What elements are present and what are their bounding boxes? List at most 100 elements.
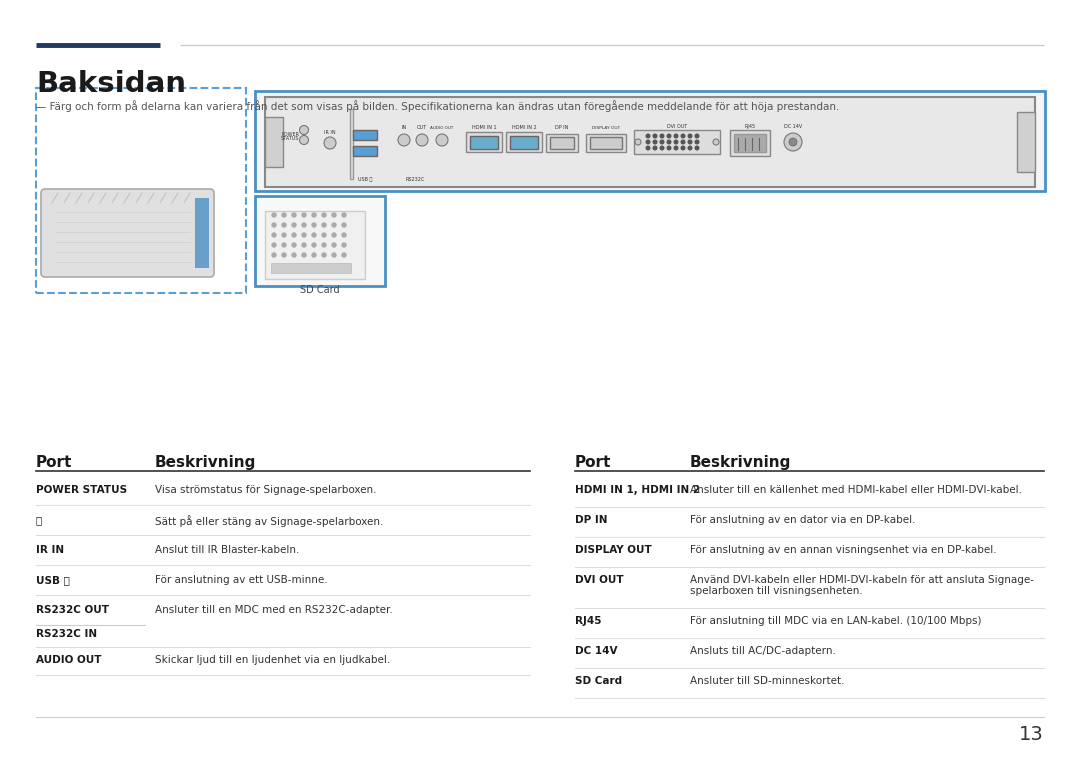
Circle shape <box>272 213 276 217</box>
Circle shape <box>302 223 306 227</box>
Text: Ansluter till en källenhet med HDMI-kabel eller HDMI-DVI-kabel.: Ansluter till en källenhet med HDMI-kabe… <box>690 485 1022 495</box>
Circle shape <box>332 213 336 217</box>
Circle shape <box>282 243 286 247</box>
Text: Visa strömstatus för Signage-spelarboxen.: Visa strömstatus för Signage-spelarboxen… <box>156 485 377 495</box>
Text: För anslutning av en annan visningsenhet via en DP-kabel.: För anslutning av en annan visningsenhet… <box>690 545 997 555</box>
Text: HDMI IN 1, HDMI IN 2: HDMI IN 1, HDMI IN 2 <box>575 485 700 495</box>
Circle shape <box>299 125 309 134</box>
Bar <box>195 198 210 268</box>
Text: DP IN: DP IN <box>575 515 607 525</box>
Text: OUT: OUT <box>417 125 427 130</box>
Circle shape <box>416 134 428 146</box>
Circle shape <box>312 243 316 247</box>
Bar <box>265 117 283 167</box>
Text: RS232C OUT: RS232C OUT <box>36 605 109 615</box>
Circle shape <box>660 146 664 150</box>
Text: Baksidan: Baksidan <box>36 70 186 98</box>
Circle shape <box>713 139 719 145</box>
Text: Skickar ljud till en ljudenhet via en ljudkabel.: Skickar ljud till en ljudenhet via en lj… <box>156 655 390 665</box>
Text: — Färg och form på delarna kan variera från det som visas på bilden. Specifikati: — Färg och form på delarna kan variera f… <box>36 100 839 112</box>
Circle shape <box>667 140 671 143</box>
Bar <box>510 136 538 149</box>
Text: ⏻: ⏻ <box>36 515 42 525</box>
Text: DVI OUT: DVI OUT <box>666 124 687 129</box>
Text: Sätt på eller stäng av Signage-spelarboxen.: Sätt på eller stäng av Signage-spelarbox… <box>156 515 383 527</box>
Circle shape <box>322 253 326 257</box>
Bar <box>271 263 351 273</box>
Text: USB ⭘: USB ⭘ <box>357 177 373 182</box>
Bar <box>265 97 1035 187</box>
Bar <box>590 137 622 149</box>
Bar <box>1017 112 1035 172</box>
Text: POWER STATUS: POWER STATUS <box>36 485 127 495</box>
Text: RS232C: RS232C <box>405 177 424 182</box>
Bar <box>255 196 384 286</box>
Text: POWER: POWER <box>281 131 299 137</box>
Circle shape <box>646 146 650 150</box>
Bar <box>586 134 626 152</box>
Circle shape <box>660 134 664 138</box>
Bar <box>470 136 498 149</box>
Text: RJ45: RJ45 <box>575 616 602 626</box>
Circle shape <box>322 233 326 237</box>
Text: AUDIO OUT: AUDIO OUT <box>430 126 454 130</box>
Circle shape <box>646 140 650 143</box>
Bar <box>507 132 542 152</box>
Bar <box>36 88 246 293</box>
Text: HDMI IN 1: HDMI IN 1 <box>472 125 497 130</box>
Circle shape <box>674 146 678 150</box>
Circle shape <box>342 213 346 217</box>
Circle shape <box>342 223 346 227</box>
Text: STATUS: STATUS <box>281 137 299 141</box>
Circle shape <box>696 146 699 150</box>
Circle shape <box>342 233 346 237</box>
Bar <box>353 130 377 140</box>
Circle shape <box>292 243 296 247</box>
Circle shape <box>282 253 286 257</box>
Text: IN: IN <box>402 125 407 130</box>
Circle shape <box>688 146 692 150</box>
Text: Anslut till IR Blaster-kabeln.: Anslut till IR Blaster-kabeln. <box>156 545 299 555</box>
Text: Ansluts till AC/DC-adaptern.: Ansluts till AC/DC-adaptern. <box>690 646 836 656</box>
Circle shape <box>674 134 678 138</box>
Bar <box>350 109 353 179</box>
Circle shape <box>660 140 664 143</box>
Text: DVI OUT: DVI OUT <box>575 575 623 585</box>
Circle shape <box>272 233 276 237</box>
Text: IR IN: IR IN <box>324 130 336 134</box>
Circle shape <box>322 223 326 227</box>
Circle shape <box>789 138 797 146</box>
Circle shape <box>272 253 276 257</box>
Circle shape <box>674 140 678 143</box>
Circle shape <box>681 140 685 143</box>
Text: Port: Port <box>36 455 72 470</box>
Bar <box>546 134 578 152</box>
Circle shape <box>784 133 802 151</box>
Bar <box>265 211 365 279</box>
Text: DISPLAY OUT: DISPLAY OUT <box>592 126 620 130</box>
Circle shape <box>282 223 286 227</box>
Circle shape <box>302 253 306 257</box>
Text: USB ⭘: USB ⭘ <box>36 575 70 585</box>
Circle shape <box>653 146 657 150</box>
Text: HDMI IN 2: HDMI IN 2 <box>512 125 537 130</box>
Circle shape <box>292 233 296 237</box>
Circle shape <box>681 134 685 138</box>
Text: AUDIO OUT: AUDIO OUT <box>36 655 102 665</box>
Circle shape <box>272 223 276 227</box>
Circle shape <box>302 243 306 247</box>
Bar <box>550 137 573 149</box>
Circle shape <box>646 134 650 138</box>
Circle shape <box>302 213 306 217</box>
Circle shape <box>653 140 657 143</box>
FancyBboxPatch shape <box>41 189 214 277</box>
Circle shape <box>312 253 316 257</box>
Text: Port: Port <box>575 455 611 470</box>
Circle shape <box>332 243 336 247</box>
Text: Ansluter till en MDC med en RS232C-adapter.: Ansluter till en MDC med en RS232C-adapt… <box>156 605 393 615</box>
Circle shape <box>322 243 326 247</box>
Circle shape <box>282 213 286 217</box>
Bar <box>634 130 720 154</box>
Text: Ansluter till SD-minneskortet.: Ansluter till SD-minneskortet. <box>690 676 845 686</box>
Circle shape <box>342 243 346 247</box>
